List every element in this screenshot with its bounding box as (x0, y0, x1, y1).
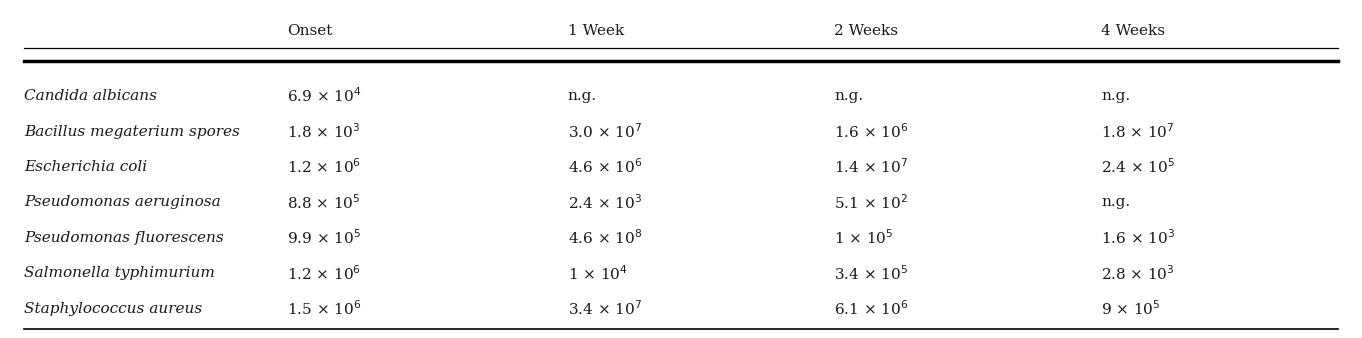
Text: 5.1 × 10$^{2}$: 5.1 × 10$^{2}$ (835, 193, 908, 212)
Text: 8.8 × 10$^{5}$: 8.8 × 10$^{5}$ (287, 193, 361, 212)
Text: 6.1 × 10$^{6}$: 6.1 × 10$^{6}$ (835, 299, 908, 318)
Text: 4 Weeks: 4 Weeks (1102, 24, 1166, 38)
Text: 2.8 × 10$^{3}$: 2.8 × 10$^{3}$ (1102, 264, 1175, 283)
Text: 3.0 × 10$^{7}$: 3.0 × 10$^{7}$ (568, 122, 642, 141)
Text: 4.6 × 10$^{8}$: 4.6 × 10$^{8}$ (568, 228, 642, 247)
Text: Onset: Onset (287, 24, 332, 38)
Text: 1.8 × 10$^{7}$: 1.8 × 10$^{7}$ (1102, 122, 1175, 141)
Text: Pseudomonas fluorescens: Pseudomonas fluorescens (25, 231, 223, 245)
Text: 1 × 10$^{4}$: 1 × 10$^{4}$ (568, 264, 628, 283)
Text: 6.9 × 10$^{4}$: 6.9 × 10$^{4}$ (287, 87, 362, 105)
Text: 9 × 10$^{5}$: 9 × 10$^{5}$ (1102, 299, 1160, 318)
Text: Staphylococcus aureus: Staphylococcus aureus (25, 302, 203, 316)
Text: Bacillus megaterium spores: Bacillus megaterium spores (25, 125, 240, 139)
Text: Candida albicans: Candida albicans (25, 89, 157, 103)
Text: 1.2 × 10$^{6}$: 1.2 × 10$^{6}$ (287, 264, 361, 283)
Text: 1 Week: 1 Week (568, 24, 624, 38)
Text: 1 × 10$^{5}$: 1 × 10$^{5}$ (835, 228, 893, 247)
Text: 2.4 × 10$^{3}$: 2.4 × 10$^{3}$ (568, 193, 642, 212)
Text: n.g.: n.g. (1102, 195, 1130, 210)
Text: 1.6 × 10$^{6}$: 1.6 × 10$^{6}$ (835, 122, 908, 141)
Text: n.g.: n.g. (568, 89, 597, 103)
Text: 3.4 × 10$^{5}$: 3.4 × 10$^{5}$ (835, 264, 908, 283)
Text: 9.9 × 10$^{5}$: 9.9 × 10$^{5}$ (287, 228, 361, 247)
Text: Salmonella typhimurium: Salmonella typhimurium (25, 266, 215, 280)
Text: 1.2 × 10$^{6}$: 1.2 × 10$^{6}$ (287, 158, 361, 176)
Text: 3.4 × 10$^{7}$: 3.4 × 10$^{7}$ (568, 299, 642, 318)
Text: 1.8 × 10$^{3}$: 1.8 × 10$^{3}$ (287, 122, 361, 141)
Text: 4.6 × 10$^{6}$: 4.6 × 10$^{6}$ (568, 158, 642, 176)
Text: 1.6 × 10$^{3}$: 1.6 × 10$^{3}$ (1102, 228, 1175, 247)
Text: 1.4 × 10$^{7}$: 1.4 × 10$^{7}$ (835, 158, 908, 176)
Text: 1.5 × 10$^{6}$: 1.5 × 10$^{6}$ (287, 299, 362, 318)
Text: 2.4 × 10$^{5}$: 2.4 × 10$^{5}$ (1102, 158, 1175, 176)
Text: Pseudomonas aeruginosa: Pseudomonas aeruginosa (25, 195, 221, 210)
Text: n.g.: n.g. (835, 89, 864, 103)
Text: Escherichia coli: Escherichia coli (25, 160, 147, 174)
Text: 2 Weeks: 2 Weeks (835, 24, 899, 38)
Text: n.g.: n.g. (1102, 89, 1130, 103)
